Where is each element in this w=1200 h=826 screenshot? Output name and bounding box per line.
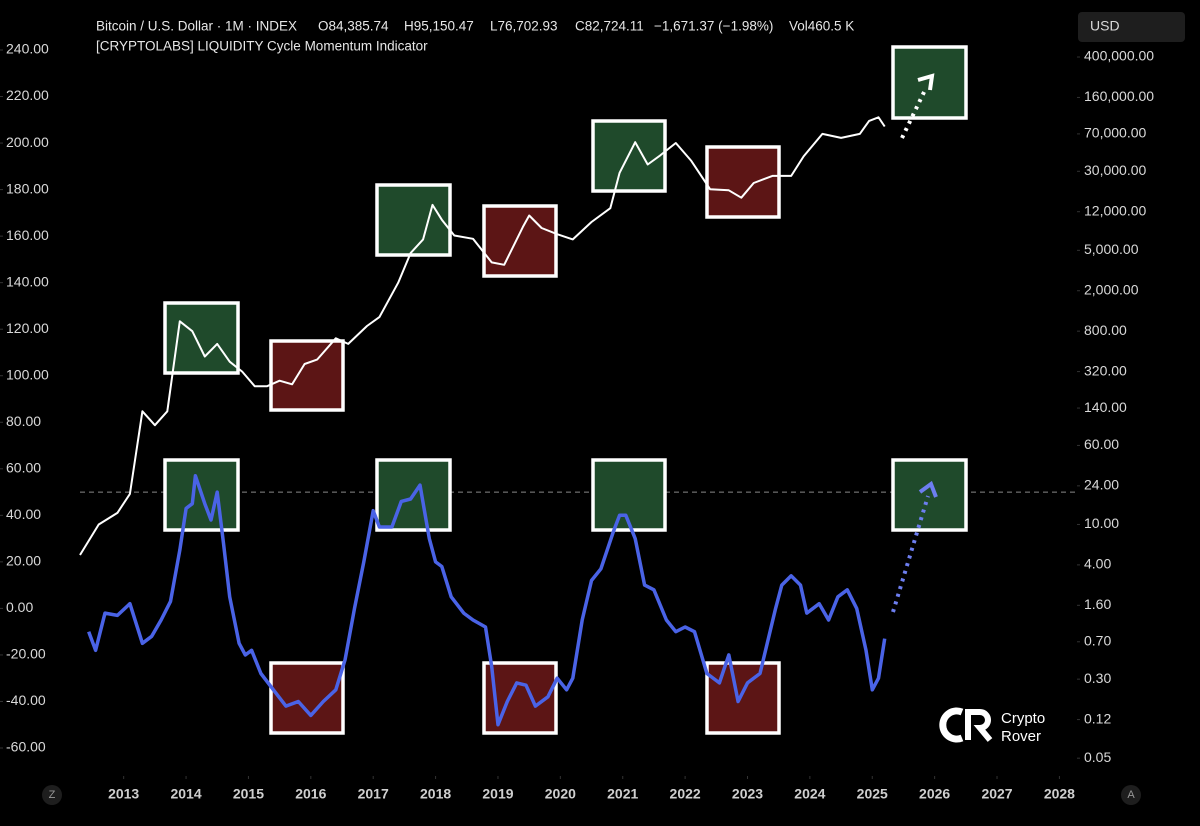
axis-button-label[interactable]: A	[1127, 789, 1135, 801]
y-tick-label: 180.00	[6, 180, 49, 196]
y2-tick-label: 0.30	[1084, 670, 1111, 686]
y2-tick-label: 24.00	[1084, 477, 1119, 493]
bull-box	[163, 458, 240, 532]
logo-c	[939, 707, 964, 743]
axes: 240.00 220.00 200.00 180.00 160.00 140.00 120.…	[0, 41, 1154, 802]
bear-box	[705, 661, 781, 735]
stat: Vol460.5 K	[789, 19, 854, 34]
y2-tick-label: 800.00	[1084, 322, 1127, 338]
x-tick-label: 2021	[607, 786, 638, 802]
y2-tick-label: 0.12	[1084, 710, 1111, 726]
x-tick-label: 2013	[108, 786, 139, 802]
y2-tick-label: 5,000.00	[1084, 241, 1139, 257]
x-tick-label: 2027	[981, 786, 1012, 802]
y-tick-label: 100.00	[6, 366, 49, 382]
y-tick-label: 80.00	[6, 413, 41, 429]
x-tick-label: 2014	[170, 786, 201, 802]
arrow	[900, 87, 928, 139]
x-tick-label: 2028	[1044, 786, 1075, 802]
stat: H95,150.47	[404, 19, 474, 34]
y2-tick-label: 70,000.00	[1084, 125, 1146, 141]
y2-tick-label: 400,000.00	[1084, 48, 1154, 64]
x-tick-label: 2019	[482, 786, 513, 802]
y2-tick-label: 2,000.00	[1084, 281, 1139, 297]
y-tick-label: 160.00	[6, 227, 49, 243]
y-tick-label: 220.00	[6, 87, 49, 103]
x-tick-label: 2026	[919, 786, 950, 802]
series-line	[79, 116, 886, 556]
stat: L76,702.93	[490, 19, 558, 34]
logo: Crypto Rover	[939, 707, 1045, 745]
y-tick-label: 140.00	[6, 273, 49, 289]
indicator-title: [CRYPTOLABS] LIQUIDITY Cycle Momentum In…	[96, 39, 428, 54]
axis-button[interactable]	[1121, 785, 1141, 805]
y2-tick-label: 12,000.00	[1084, 202, 1146, 218]
bull-box	[591, 458, 667, 532]
bull-box	[163, 301, 240, 375]
axis-button-label[interactable]: Z	[49, 789, 56, 801]
x-tick-label: 2018	[420, 786, 451, 802]
y2-tick-label: 30,000.00	[1084, 162, 1146, 178]
projection-arrows	[891, 73, 938, 613]
cycle-boxes	[163, 45, 968, 735]
stat: −1,671.37 (−1.98%)	[654, 19, 773, 34]
arrow-head	[918, 480, 938, 498]
y-tick-label: 240.00	[6, 41, 49, 57]
currency-label[interactable]: USD	[1090, 18, 1120, 34]
y2-tick-label: 60.00	[1084, 436, 1119, 452]
y2-tick-label: 0.05	[1084, 749, 1111, 765]
y2-tick-label: 160,000.00	[1084, 88, 1154, 104]
x-tick-label: 2017	[358, 786, 389, 802]
y-tick-label: 120.00	[6, 320, 49, 336]
y-tick-label: -20.00	[6, 646, 46, 662]
y-tick-label: 200.00	[6, 134, 49, 150]
axis-button[interactable]	[42, 785, 62, 805]
bear-box	[269, 661, 345, 735]
bull-box	[375, 183, 452, 257]
x-tick-label: 2020	[545, 786, 576, 802]
currency-button[interactable]	[1078, 12, 1185, 42]
logo-text: Rover	[1001, 728, 1041, 745]
y-tick-label: -60.00	[6, 739, 46, 755]
symbol-title: Bitcoin / U.S. Dollar · 1M · INDEX	[96, 19, 297, 34]
y2-tick-label: 4.00	[1084, 556, 1111, 572]
logo-r	[965, 709, 993, 742]
x-tick-label: 2023	[732, 786, 763, 802]
stat: C82,724.11	[575, 19, 644, 34]
x-tick-label: 2022	[670, 786, 701, 802]
y-tick-label: 60.00	[6, 460, 41, 476]
y2-tick-label: 10.00	[1084, 515, 1119, 531]
y-tick-label: 0.00	[6, 599, 33, 615]
arrow-head	[917, 73, 935, 91]
y2-tick-label: 320.00	[1084, 362, 1127, 378]
y2-tick-label: 0.70	[1084, 632, 1111, 648]
y-tick-label: -40.00	[6, 692, 46, 708]
x-tick-label: 2016	[295, 786, 326, 802]
y-tick-label: 20.00	[6, 553, 41, 569]
bear-box	[269, 339, 345, 412]
x-tick-label: 2015	[233, 786, 264, 802]
y2-tick-label: 140.00	[1084, 399, 1127, 415]
target-box	[891, 458, 968, 532]
x-tick-label: 2025	[857, 786, 888, 802]
x-tick-label: 2024	[794, 786, 825, 802]
bear-box	[705, 145, 781, 219]
bear-box	[482, 204, 558, 278]
y-tick-label: 40.00	[6, 506, 41, 522]
series-line	[87, 474, 887, 727]
stat: O84,385.74	[318, 19, 389, 34]
y2-tick-label: 1.60	[1084, 596, 1111, 612]
logo-text: Crypto	[1001, 710, 1045, 727]
